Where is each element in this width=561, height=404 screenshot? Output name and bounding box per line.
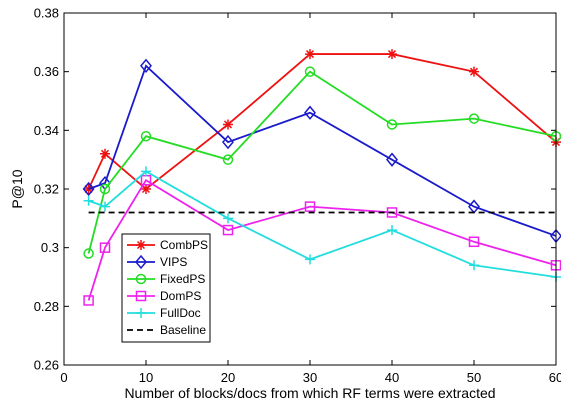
point-domps-0: [83, 295, 94, 306]
legend-marker-domps: [135, 290, 147, 302]
y-tick-label-3: 0.32: [34, 182, 59, 197]
x-tick-label-0: 0: [60, 370, 67, 385]
legend-label-baseline: Baseline: [160, 323, 206, 337]
axis-layer: 0 10 20 30 40 50 60 0.26 0.28 0.3 0.32 0.34 0.36 0.38: [34, 6, 561, 386]
legend-label-combps: CombPS: [160, 238, 208, 252]
point-domps-5: [386, 207, 398, 218]
legend-label-vips: VIPS: [160, 255, 187, 269]
point-fixedps-4: [304, 66, 316, 77]
y-tick-label-6: 0.38: [34, 6, 59, 21]
point-vips-2: [140, 58, 152, 73]
y-tick-label-0: 0.26: [34, 358, 59, 373]
x-tick-label-1: 10: [139, 370, 153, 385]
point-combps-1: [100, 148, 110, 159]
series-line-fixedps: [87, 70, 557, 254]
series-line-combps: [87, 53, 557, 191]
x-tick-label-5: 50: [467, 370, 481, 385]
y-tick-label-5: 0.36: [34, 64, 59, 79]
point-fixedps-0: [83, 248, 94, 259]
point-fixedps-3: [222, 154, 234, 165]
legend-label-fulldoc: FullDoc: [160, 306, 201, 320]
point-domps-1: [99, 242, 111, 253]
y-tick-label-1: 0.28: [34, 299, 59, 314]
legend-marker-combps: [136, 240, 146, 250]
point-domps-4: [304, 201, 316, 212]
point-domps-3: [222, 224, 234, 236]
point-fulldoc-5: [387, 225, 397, 236]
point-combps-5: [387, 49, 397, 60]
y-tick-label-4: 0.34: [34, 123, 59, 138]
point-domps-6: [468, 236, 480, 248]
x-tick-label-3: 30: [303, 370, 317, 385]
point-fixedps-2: [140, 130, 152, 142]
series-line-vips: [88, 64, 557, 237]
point-combps-2: [141, 184, 151, 194]
point-fixedps-5: [386, 119, 398, 130]
point-fulldoc-0: [83, 195, 94, 206]
point-fixedps-6: [468, 113, 480, 124]
y-tick-label-2: 0.3: [41, 240, 59, 255]
legend-box: [121, 233, 211, 343]
point-combps-4: [305, 49, 315, 60]
point-vips-5: [386, 152, 398, 167]
x-axis-label: Number of blocks/docs from which RF term…: [124, 385, 495, 401]
legend-marker-fixedps: [135, 273, 147, 285]
series-line-domps: [87, 178, 557, 301]
point-vips-3: [222, 134, 234, 150]
point-fulldoc-6: [469, 260, 479, 271]
point-vips-4: [304, 105, 316, 120]
legend-marker-fulldoc: [136, 308, 146, 318]
point-fulldoc-3: [223, 213, 233, 224]
point-combps-3: [223, 119, 233, 130]
x-tick-label-4: 40: [385, 370, 399, 385]
legend-label-fixedps: FixedPS: [160, 272, 205, 286]
y-axis-label: P@10: [9, 169, 25, 208]
x-tick-label-6: 60: [549, 370, 561, 385]
point-fixedps-1: [99, 183, 111, 195]
point-fulldoc-4: [305, 254, 315, 265]
point-combps-6: [469, 66, 479, 77]
legend: CombPS VIPS FixedPS DomPS FullDoc Baseline: [121, 233, 211, 343]
series-line-fulldoc: [88, 170, 557, 278]
series-layer: [82, 49, 561, 306]
point-fulldoc-2: [141, 166, 151, 177]
point-vips-0: [82, 181, 95, 197]
legend-marker-vips: [135, 254, 147, 270]
point-fulldoc-1: [100, 201, 110, 212]
series-fulldoc: [83, 166, 561, 282]
legend-label-domps: DomPS: [160, 289, 201, 303]
x-tick-label-2: 20: [221, 370, 235, 385]
